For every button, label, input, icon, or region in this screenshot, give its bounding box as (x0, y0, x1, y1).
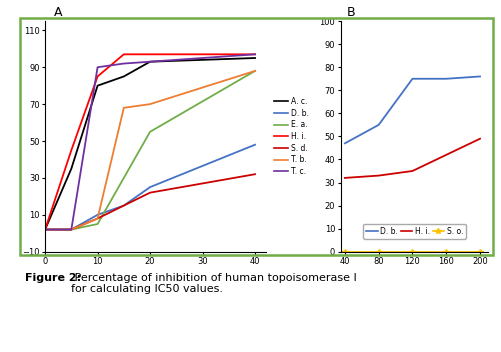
Legend: A. c., D. b., E. a., H. i., S. d., T. b., T. c.: A. c., D. b., E. a., H. i., S. d., T. b.… (274, 97, 309, 176)
Text: Percentage of inhibition of human topoisomerase I
for calculating IC50 values.: Percentage of inhibition of human topois… (71, 273, 357, 294)
Text: A: A (54, 6, 63, 19)
Legend: D. b., H. i., S. o.: D. b., H. i., S. o. (363, 224, 466, 239)
Text: B: B (347, 6, 355, 19)
Text: Figure 2:: Figure 2: (25, 273, 81, 283)
